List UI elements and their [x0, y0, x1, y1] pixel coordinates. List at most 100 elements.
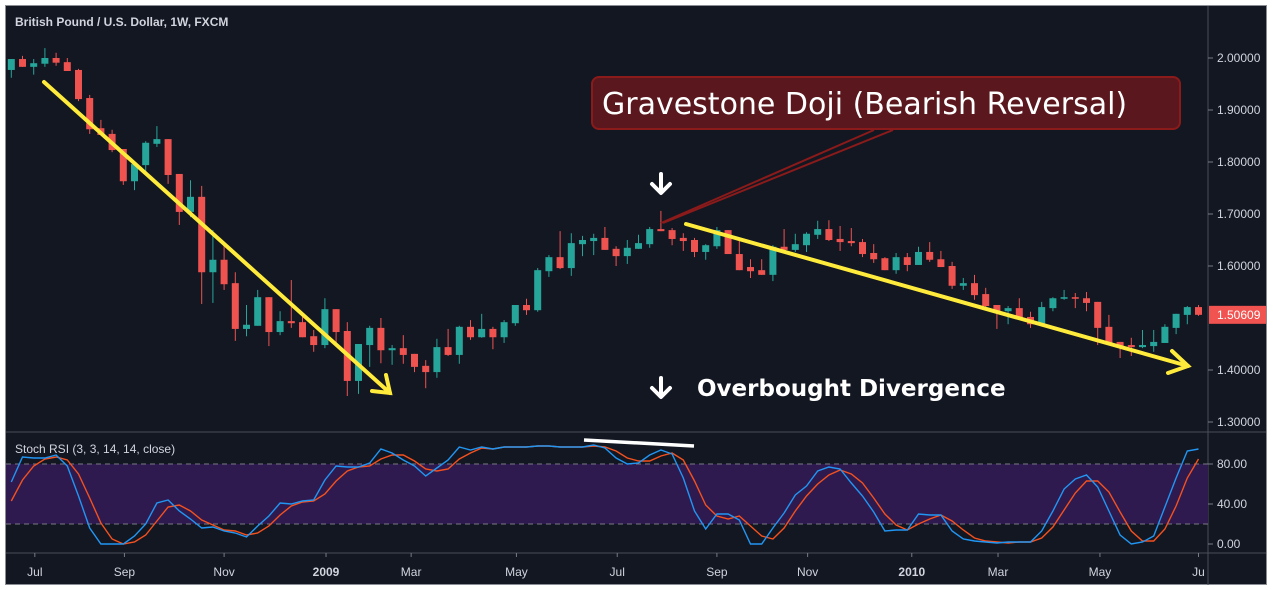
- price-axis[interactable]: 2.00000 1.90000 1.80000 1.70000 1.60000 1.400…: [1208, 51, 1261, 429]
- candle-body: [735, 254, 743, 271]
- time-tick-label: Mar: [988, 565, 1009, 579]
- callout-text: Gravestone Doji (Bearish Reversal): [602, 87, 1127, 122]
- candle-body: [164, 139, 172, 175]
- candle: [1195, 305, 1202, 316]
- candle-body: [175, 173, 183, 212]
- divergence-line: [583, 438, 695, 448]
- candle: [1127, 337, 1135, 356]
- candle-body: [601, 237, 609, 250]
- time-tick-label: Mar: [401, 565, 422, 579]
- candle: [870, 244, 878, 263]
- candle-body: [1127, 345, 1135, 348]
- candle-body: [310, 336, 318, 346]
- candle: [41, 48, 49, 67]
- candle-body: [52, 58, 60, 63]
- candle: [635, 234, 642, 249]
- candle: [1071, 293, 1079, 309]
- candle: [567, 233, 575, 276]
- candle: [321, 298, 329, 349]
- candle: [388, 345, 396, 365]
- time-tick-label: Ju: [1192, 565, 1205, 579]
- candle: [153, 126, 161, 147]
- candle: [422, 360, 430, 389]
- time-tick-label: May: [505, 565, 528, 579]
- candle-body: [523, 305, 530, 311]
- candle-body: [467, 326, 474, 338]
- candle: [1116, 341, 1124, 359]
- candle: [556, 231, 564, 270]
- candle-body: [959, 283, 967, 286]
- time-axis[interactable]: Jul Sep Nov 2009 Mar May Jul Sep Nov 2010 Mar May Ju: [27, 553, 1205, 579]
- candle: [399, 335, 407, 364]
- candle: [881, 257, 889, 271]
- candle-body: [1094, 301, 1102, 328]
- candle-body: [534, 270, 542, 311]
- candle: [903, 253, 911, 272]
- time-tick-label: Sep: [114, 565, 136, 579]
- candle: [1094, 301, 1102, 346]
- candle-body: [1150, 341, 1158, 347]
- price-tick-label: 1.80000: [1217, 155, 1261, 169]
- candle: [366, 325, 374, 367]
- candle-body: [287, 321, 295, 324]
- candle-body: [332, 309, 340, 333]
- candle: [1105, 314, 1113, 346]
- candle-body: [30, 63, 38, 67]
- candle: [455, 325, 463, 364]
- candle-body: [825, 229, 833, 240]
- candle-body: [993, 305, 1001, 312]
- candle: [915, 246, 922, 265]
- stoch-band: [6, 464, 1208, 524]
- candle-body: [579, 240, 586, 245]
- candle: [769, 245, 777, 282]
- candle-body: [299, 322, 306, 338]
- stoch-axis[interactable]: 80.00 40.00 0.00: [1208, 457, 1247, 551]
- candle-body: [859, 242, 866, 255]
- candle-body: [1172, 313, 1180, 328]
- candle: [231, 272, 239, 341]
- candle: [30, 59, 38, 75]
- candle: [1038, 301, 1046, 325]
- candle-body: [75, 69, 82, 100]
- candle: [959, 277, 967, 290]
- downtrend-arrow-2: [684, 222, 1192, 375]
- candle: [209, 230, 217, 303]
- candle-body: [814, 229, 822, 235]
- candle: [467, 320, 474, 340]
- candle: [265, 297, 273, 347]
- candle: [948, 261, 956, 289]
- candle-body: [769, 246, 777, 275]
- candle: [310, 329, 318, 352]
- candle: [601, 227, 609, 250]
- candle-body: [19, 59, 26, 67]
- last-price-label: 1.50609: [1217, 308, 1261, 322]
- candle-body: [926, 251, 934, 260]
- candle: [511, 305, 519, 326]
- candle: [623, 240, 631, 264]
- stoch-k-line: [10, 444, 1199, 545]
- candle: [1015, 298, 1023, 320]
- candle: [814, 220, 822, 239]
- candle-body: [982, 294, 990, 307]
- candle-body: [556, 257, 564, 269]
- candle-body: [870, 253, 878, 260]
- candle: [926, 242, 934, 262]
- candle-body: [198, 196, 206, 273]
- candle-body: [1038, 307, 1046, 325]
- price-tick-label: 1.30000: [1217, 415, 1261, 429]
- candle: [534, 268, 542, 312]
- candle: [175, 173, 183, 225]
- candle-body: [377, 327, 385, 351]
- candle-body: [276, 321, 284, 333]
- time-tick-label: May: [1089, 565, 1112, 579]
- candle-body: [1004, 308, 1012, 312]
- candle-body: [747, 267, 754, 272]
- candle-body: [119, 149, 127, 182]
- candle-body: [668, 230, 676, 239]
- candle: [579, 235, 586, 257]
- candle: [131, 162, 138, 191]
- candle-body: [590, 237, 598, 242]
- candle-body: [411, 353, 418, 367]
- time-tick-label: Jul: [27, 565, 42, 579]
